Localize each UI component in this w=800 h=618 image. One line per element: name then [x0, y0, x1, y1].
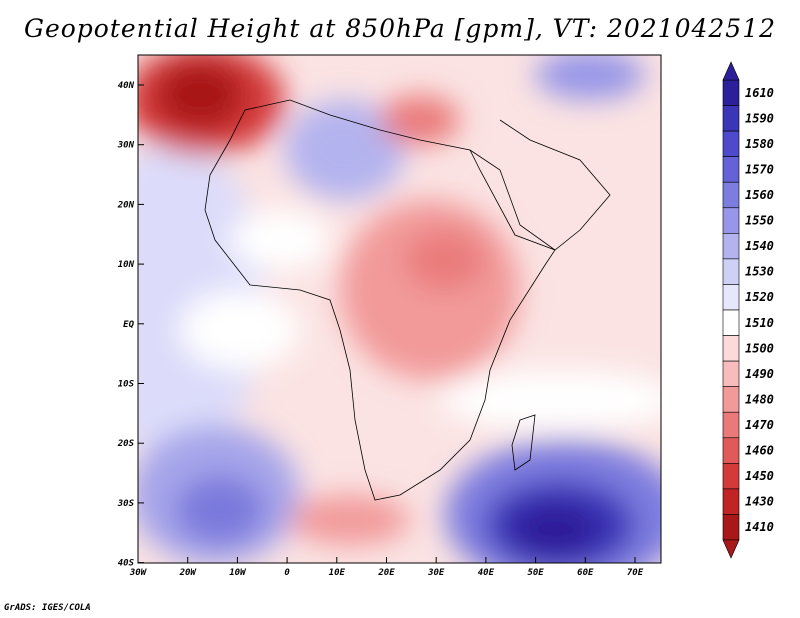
colorbar-label: 1540: [745, 239, 774, 253]
colorbar-swatch: [722, 79, 740, 106]
colorbar-label: 1610: [745, 86, 774, 100]
colorbar-label: 1510: [745, 316, 774, 330]
footer-credit: GrADS: IGES/COLA: [4, 603, 91, 613]
lat-tick-label: 40N: [118, 81, 135, 91]
colorbar-label: 1580: [745, 137, 774, 151]
lon-tick-label: 30W: [129, 568, 148, 578]
height-field: [138, 55, 661, 563]
colorbar-label: 1490: [745, 367, 774, 381]
colorbar-swatch: [722, 258, 740, 285]
colorbar-label: 1410: [745, 520, 774, 534]
colorbar-swatch: [722, 488, 740, 515]
colorbar-swatch: [722, 207, 740, 234]
colorbar-swatch: [722, 284, 740, 311]
colorbar-swatch: [722, 463, 740, 490]
colorbar-swatch: [722, 105, 740, 132]
colorbar-swatch: [722, 514, 740, 541]
colorbar-swatch: [722, 411, 740, 439]
colorbar: 1610 1590 1580 1570 1560 1550 1540 1530 1520 1510…: [722, 61, 774, 559]
latitude-axis: 40N 30N 20N 10N EQ 10S 20S 30S 40S: [117, 81, 144, 569]
colorbar-swatch: [722, 360, 740, 387]
colorbar-swatch: [722, 181, 740, 209]
colorbar-label: 1560: [745, 188, 774, 202]
lon-tick-label: 20E: [377, 568, 395, 578]
colorbar-top-arrow: [722, 61, 740, 81]
longitude-axis: 30W 20W 10W 0 10E 20E 30E 40E 50E 60E 70E: [129, 557, 644, 578]
lon-tick-label: 10W: [229, 568, 247, 578]
map-title: Geopotential Height at 850hPa [gpm], VT:…: [23, 14, 777, 43]
lon-tick-label: 50E: [527, 568, 544, 578]
colorbar-swatch: [722, 335, 740, 362]
lat-tick-label: EQ: [123, 320, 134, 330]
lon-tick-label: 40E: [478, 568, 495, 578]
lat-tick-label: 10N: [118, 260, 135, 270]
lon-tick-label: 70E: [627, 568, 644, 578]
colorbar-swatch: [722, 130, 740, 157]
colorbar-swatch: [722, 309, 740, 336]
colorbar-swatch: [722, 386, 740, 413]
colorbar-bottom-arrow: [722, 539, 740, 559]
lon-tick-label: 0: [284, 568, 290, 578]
colorbar-label: 1570: [745, 162, 774, 176]
arabia-coastline: [469, 119, 611, 251]
colorbar-swatch: [722, 437, 740, 464]
lat-tick-label: 20S: [117, 439, 135, 449]
colorbar-label: 1590: [745, 111, 774, 125]
colorbar-label: 1430: [745, 495, 774, 509]
colorbar-label: 1550: [745, 214, 774, 228]
lon-tick-label: 30E: [427, 568, 445, 578]
colorbar-label: 1530: [745, 265, 774, 279]
colorbar-label: 1450: [745, 469, 774, 483]
lat-tick-label: 40S: [118, 559, 135, 569]
madagascar-coastline: [511, 414, 536, 471]
colorbar-label: 1470: [745, 418, 774, 432]
lon-tick-label: 20W: [179, 568, 198, 578]
colorbar-label: 1480: [745, 392, 774, 406]
lon-tick-label: 60E: [577, 568, 594, 578]
lon-tick-label: 10E: [329, 568, 346, 578]
lat-tick-label: 30N: [117, 141, 135, 151]
colorbar-label: 1520: [745, 290, 774, 304]
colorbar-label: 1500: [745, 341, 774, 355]
africa-coastline: [204, 99, 556, 501]
colorbar-label: 1460: [745, 444, 774, 458]
colorbar-swatch: [722, 233, 740, 260]
lat-tick-label: 10S: [118, 380, 135, 390]
colorbar-swatch: [722, 156, 740, 183]
map-frame: [137, 54, 662, 564]
lat-tick-label: 30S: [117, 499, 135, 509]
lat-tick-label: 20N: [117, 200, 135, 210]
